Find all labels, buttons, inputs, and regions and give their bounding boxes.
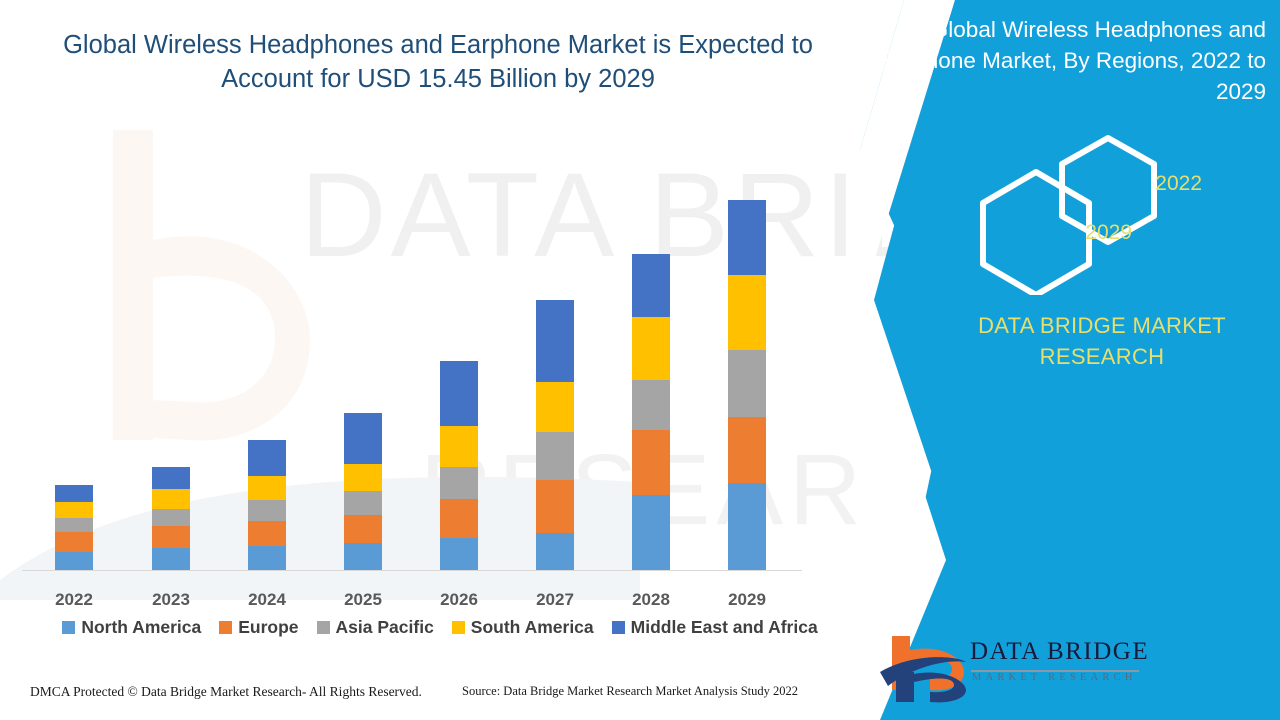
bar-segment-europe (344, 515, 382, 543)
legend-swatch-icon (62, 621, 76, 634)
bar-2027 (536, 300, 574, 570)
x-axis-label-2024: 2024 (248, 590, 286, 609)
legend-swatch-icon (219, 621, 233, 634)
legend-item-south-america[interactable]: South America (451, 617, 594, 638)
legend-label: South America (470, 617, 594, 637)
bar-segment-europe (152, 526, 190, 548)
bar-segment-north-america (152, 548, 190, 570)
x-axis-label-2022: 2022 (55, 590, 93, 609)
bar-segment-south-america (344, 464, 382, 491)
legend-label: Europe (238, 617, 299, 637)
brand-name: DATA BRIDGE MARKET RESEARCH (978, 313, 1226, 369)
bar-segment-asia-pacific (632, 380, 670, 430)
branding-panel-background (860, 0, 1280, 720)
bar-segment-north-america (728, 483, 766, 570)
bar-segment-middle-east-and-africa (248, 440, 286, 476)
x-axis-label-2026: 2026 (440, 590, 478, 609)
bar-segment-asia-pacific (344, 491, 382, 515)
footer: DMCA Protected © Data Bridge Market Rese… (0, 680, 880, 710)
bar-segment-asia-pacific (152, 509, 190, 526)
bar-segment-north-america (248, 546, 286, 570)
bar-segment-asia-pacific (440, 467, 478, 499)
bar-segment-north-america (536, 533, 574, 570)
bar-2028 (632, 254, 670, 570)
page-title: Global Wireless Headphones and Earphone … (63, 31, 813, 93)
bar-segment-europe (728, 417, 766, 483)
bar-segment-north-america (344, 543, 382, 570)
legend-label: North America (81, 617, 202, 637)
legend-item-middle-east-and-africa[interactable]: Middle East and Africa (611, 617, 818, 638)
source-note: Source: Data Bridge Market Research Mark… (462, 684, 799, 698)
bar-2023 (152, 467, 190, 570)
data-bridge-logo: DATA BRIDGE MARKET RESEARCH (874, 628, 1164, 704)
legend-item-europe[interactable]: Europe (219, 617, 299, 638)
bar-segment-south-america (55, 502, 93, 518)
logo-subtitle: MARKET RESEARCH (972, 672, 1137, 683)
logo-mark (880, 636, 966, 703)
legend-item-asia-pacific[interactable]: Asia Pacific (316, 617, 434, 638)
legend-swatch-icon (611, 621, 625, 634)
bar-segment-middle-east-and-africa (152, 467, 190, 489)
x-axis-labels: 2022 2023 2024 2025 2026 2027 2028 2029 (0, 590, 880, 616)
chart-panel: DATA BRIDGE RESEARCH Global Wireless Hea… (0, 31, 900, 710)
legend-label: Asia Pacific (335, 617, 434, 637)
bar-2026 (440, 361, 478, 570)
bar-segment-asia-pacific (536, 432, 574, 480)
bar-2022 (55, 485, 93, 570)
branding-panel: Global Wireless Headphones and Earphone … (860, 0, 1280, 720)
bar-segment-middle-east-and-africa (536, 300, 574, 382)
hexagon-badges (980, 135, 1157, 295)
x-axis-label-2023: 2023 (152, 590, 190, 609)
x-axis-label-2029: 2029 (728, 590, 766, 609)
legend-item-north-america[interactable]: North America (62, 617, 201, 638)
bar-segment-middle-east-and-africa (632, 254, 670, 317)
bar-segment-south-america (728, 275, 766, 350)
x-axis-label-2027: 2027 (536, 590, 574, 609)
bar-2025 (344, 413, 382, 570)
bar-segment-europe (55, 532, 93, 552)
stacked-bar-chart: 2022 2023 2024 2025 2026 2027 2028 2029 North A… (0, 200, 880, 638)
bar-segment-north-america (440, 538, 478, 570)
panel-title: Global Wireless Headphones and Earphone … (878, 17, 1266, 104)
legend-swatch-icon (316, 621, 330, 634)
bar-segment-south-america (248, 476, 286, 500)
bar-segment-south-america (152, 489, 190, 509)
bar-2024 (248, 440, 286, 570)
bar-segment-south-america (536, 382, 574, 432)
hexagon-badge-2029-label: 2029 (1085, 221, 1132, 244)
bar-segment-asia-pacific (248, 500, 286, 521)
hexagon-badge-2022-label: 2022 (1155, 172, 1202, 195)
bar-segment-europe (248, 521, 286, 546)
logo-title: DATA BRIDGE (970, 638, 1150, 665)
bar-segment-north-america (632, 495, 670, 570)
chart-baseline (22, 570, 802, 571)
x-axis-label-2028: 2028 (632, 590, 670, 609)
bar-segment-asia-pacific (728, 350, 766, 417)
bar-segment-north-america (55, 552, 93, 570)
bar-segment-middle-east-and-africa (55, 485, 93, 502)
bar-segment-middle-east-and-africa (440, 361, 478, 426)
bar-segment-asia-pacific (55, 518, 93, 532)
bar-segment-europe (440, 499, 478, 538)
legend-swatch-icon (451, 621, 465, 634)
chart-legend: North America Europe Asia Pacific South Ame… (0, 617, 880, 638)
dmca-notice: DMCA Protected © Data Bridge Market Rese… (30, 684, 422, 699)
legend-label: Middle East and Africa (630, 617, 818, 637)
bar-2029 (728, 200, 766, 570)
logo-divider (971, 670, 1139, 672)
x-axis-label-2025: 2025 (344, 590, 382, 609)
bar-segment-south-america (632, 317, 670, 380)
bar-segment-middle-east-and-africa (344, 413, 382, 464)
bar-segment-europe (632, 430, 670, 495)
bar-segment-south-america (440, 426, 478, 467)
bar-segment-europe (536, 480, 574, 533)
bar-segment-middle-east-and-africa (728, 200, 766, 275)
